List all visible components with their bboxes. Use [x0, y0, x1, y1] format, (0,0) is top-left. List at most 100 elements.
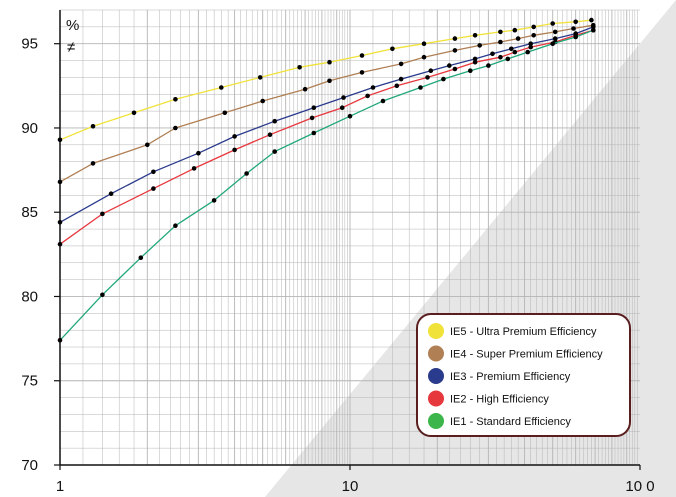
data-point [359, 53, 365, 58]
data-point [425, 75, 430, 80]
data-point [57, 338, 63, 343]
legend-label: IE5 - Ultra Premium Efficiency [450, 326, 597, 338]
x-tick-label: 10 0 [625, 478, 654, 495]
data-point [90, 124, 96, 129]
data-point [267, 132, 273, 137]
y-tick-label: 85 [21, 204, 38, 221]
data-point [498, 54, 503, 60]
data-point [57, 241, 63, 247]
data-point [531, 24, 536, 30]
data-point [339, 105, 345, 110]
data-point [512, 27, 518, 33]
data-point [573, 34, 578, 40]
series-group [57, 22, 596, 185]
data-point [452, 48, 458, 53]
data-point [138, 255, 144, 260]
y-tick-labels: 70 75 80 85 90 95 [21, 36, 60, 474]
data-point [219, 85, 224, 90]
data-point [398, 61, 404, 67]
data-point [509, 46, 514, 52]
data-point [365, 93, 370, 99]
data-point [151, 169, 156, 175]
data-point [452, 36, 458, 41]
data-point [196, 150, 201, 156]
y-unit-symbol: ≠ [67, 39, 75, 56]
data-point [390, 46, 395, 52]
data-point [272, 118, 278, 124]
data-point [398, 76, 404, 82]
y-unit-label: % [66, 17, 79, 34]
data-point [327, 78, 332, 84]
data-point [57, 220, 63, 225]
data-point [370, 85, 376, 90]
data-point [472, 59, 478, 65]
data-point [257, 75, 263, 80]
data-point [145, 142, 150, 148]
data-point [311, 130, 317, 136]
y-tick-label: 90 [21, 120, 38, 137]
data-point [151, 186, 156, 191]
data-point [100, 292, 105, 298]
data-point [173, 223, 178, 228]
data-point [571, 26, 576, 31]
data-point [589, 17, 594, 23]
data-point [421, 41, 427, 46]
data-point [505, 56, 511, 62]
legend-items: IE5 - Ultra Premium Efficiency IE4 - Supe… [428, 323, 603, 429]
series-group [57, 24, 596, 225]
data-point [498, 29, 503, 35]
legend-swatch [428, 323, 444, 339]
data-point [380, 98, 386, 104]
series-layer [57, 17, 596, 343]
legend-swatch [428, 345, 444, 362]
legend-label: IE4 - Super Premium Efficiency [450, 349, 603, 361]
data-point [173, 97, 178, 102]
data-point [359, 70, 365, 75]
data-point [468, 68, 473, 73]
data-point [550, 21, 555, 26]
data-point [100, 211, 105, 217]
data-point [591, 27, 596, 33]
data-point [347, 113, 353, 119]
data-point [260, 98, 266, 104]
data-point [131, 110, 137, 116]
data-point [512, 49, 518, 55]
data-point [591, 24, 596, 30]
data-point [573, 19, 578, 25]
x-tick-label: 1 [56, 478, 64, 495]
data-point [428, 68, 434, 73]
data-point [472, 33, 478, 38]
data-point [515, 36, 521, 41]
data-point [244, 171, 249, 176]
data-point [394, 83, 400, 89]
data-point [528, 41, 533, 46]
legend-box [416, 313, 631, 437]
data-point [57, 137, 63, 143]
data-point [552, 36, 558, 41]
data-point [90, 161, 96, 166]
y-tick-label: 95 [21, 36, 38, 53]
data-point [341, 95, 346, 100]
x-tick-label: 10 [342, 478, 359, 495]
y-tick-label: 75 [21, 373, 38, 390]
series-group [57, 27, 596, 247]
data-point [550, 41, 555, 46]
data-point [272, 149, 278, 154]
data-point [297, 65, 302, 70]
data-point [57, 179, 63, 185]
data-point [232, 134, 237, 139]
legend-swatch [428, 390, 444, 407]
y-tick-label: 80 [21, 288, 38, 305]
data-point [477, 43, 483, 48]
data-point [421, 54, 427, 60]
series-group [57, 17, 594, 143]
series-line [59, 19, 592, 141]
data-point [552, 29, 558, 35]
data-point [327, 59, 332, 65]
legend-swatch [428, 368, 444, 384]
y-tick-label: 70 [21, 457, 38, 474]
data-point [531, 33, 536, 38]
data-point [309, 115, 315, 121]
legend-label: IE1 - Standard Efficiency [450, 416, 571, 428]
legend-swatch [428, 413, 444, 429]
